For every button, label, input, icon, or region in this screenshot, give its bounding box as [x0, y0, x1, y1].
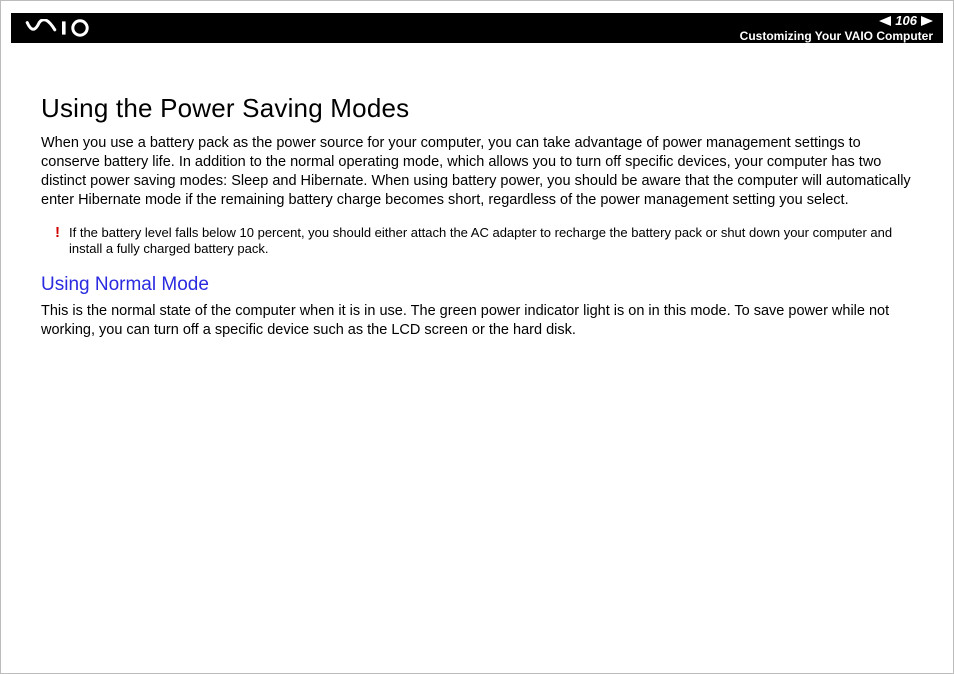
- vaio-logo: [19, 19, 129, 37]
- page-number: 106: [895, 14, 917, 28]
- vaio-logo-svg: [19, 19, 129, 37]
- warning-icon: !: [55, 224, 60, 241]
- page-number-row: 106: [740, 13, 933, 31]
- page-content: Using the Power Saving Modes When you us…: [41, 93, 923, 354]
- sub-paragraph: This is the normal state of the computer…: [41, 302, 923, 340]
- intro-paragraph: When you use a battery pack as the power…: [41, 134, 923, 211]
- next-page-arrow-icon[interactable]: [921, 13, 933, 31]
- prev-page-arrow-icon[interactable]: [879, 13, 891, 31]
- warning-text: If the battery level falls below 10 perc…: [69, 225, 923, 258]
- header-right: 106 Customizing Your VAIO Computer: [740, 13, 933, 44]
- warning-note: ! If the battery level falls below 10 pe…: [41, 225, 923, 258]
- page-header: 106 Customizing Your VAIO Computer: [11, 13, 943, 43]
- subheading: Using Normal Mode: [41, 274, 923, 296]
- page-title: Using the Power Saving Modes: [41, 93, 923, 124]
- section-title: Customizing Your VAIO Computer: [740, 30, 933, 43]
- manual-page: 106 Customizing Your VAIO Computer Using…: [0, 0, 954, 674]
